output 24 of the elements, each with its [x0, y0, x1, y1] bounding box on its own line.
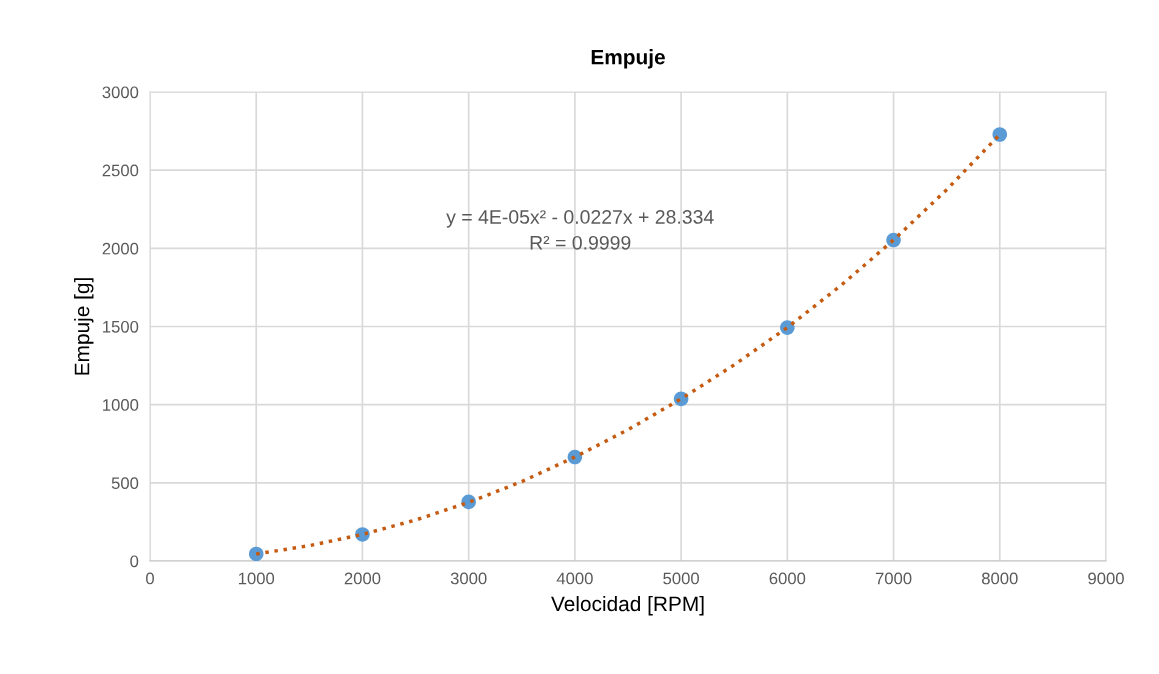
point [992, 127, 1008, 142]
y-tick-label: 0 [130, 555, 139, 568]
y-tick-label: 1500 [103, 320, 139, 333]
y-tick-label: 2500 [102, 164, 139, 177]
x-axis-title: Velocidad [RPM] [551, 595, 704, 616]
point [248, 546, 264, 561]
annotation: R² = 0.9999 [530, 235, 631, 250]
x-tick-label: 2000 [344, 572, 381, 585]
y-tick-label: 500 [111, 477, 139, 490]
x-tick-label: 6000 [769, 572, 806, 585]
x-tick-label: 5000 [663, 572, 699, 585]
y-tick-label: 1000 [103, 399, 139, 411]
x-tick-label: 3000 [450, 572, 487, 585]
y-tick-label: 2000 [102, 242, 139, 255]
x-tick-label: 7000 [875, 572, 912, 585]
x-tick-label: 1000 [238, 572, 275, 585]
y-tick-label: 3000 [102, 86, 139, 99]
x-tick-label: 9000 [1088, 572, 1124, 585]
x-tick-label: 4000 [556, 572, 593, 585]
annotation: y = 4E-05x² - 0.0227x + 28.334 [446, 210, 714, 228]
x-tick-label: 0 [146, 572, 154, 585]
y-axis-title: Empuje [g] [74, 278, 94, 375]
chart-title: Empuje [591, 49, 665, 69]
x-tick-label: 8000 [981, 572, 1018, 585]
